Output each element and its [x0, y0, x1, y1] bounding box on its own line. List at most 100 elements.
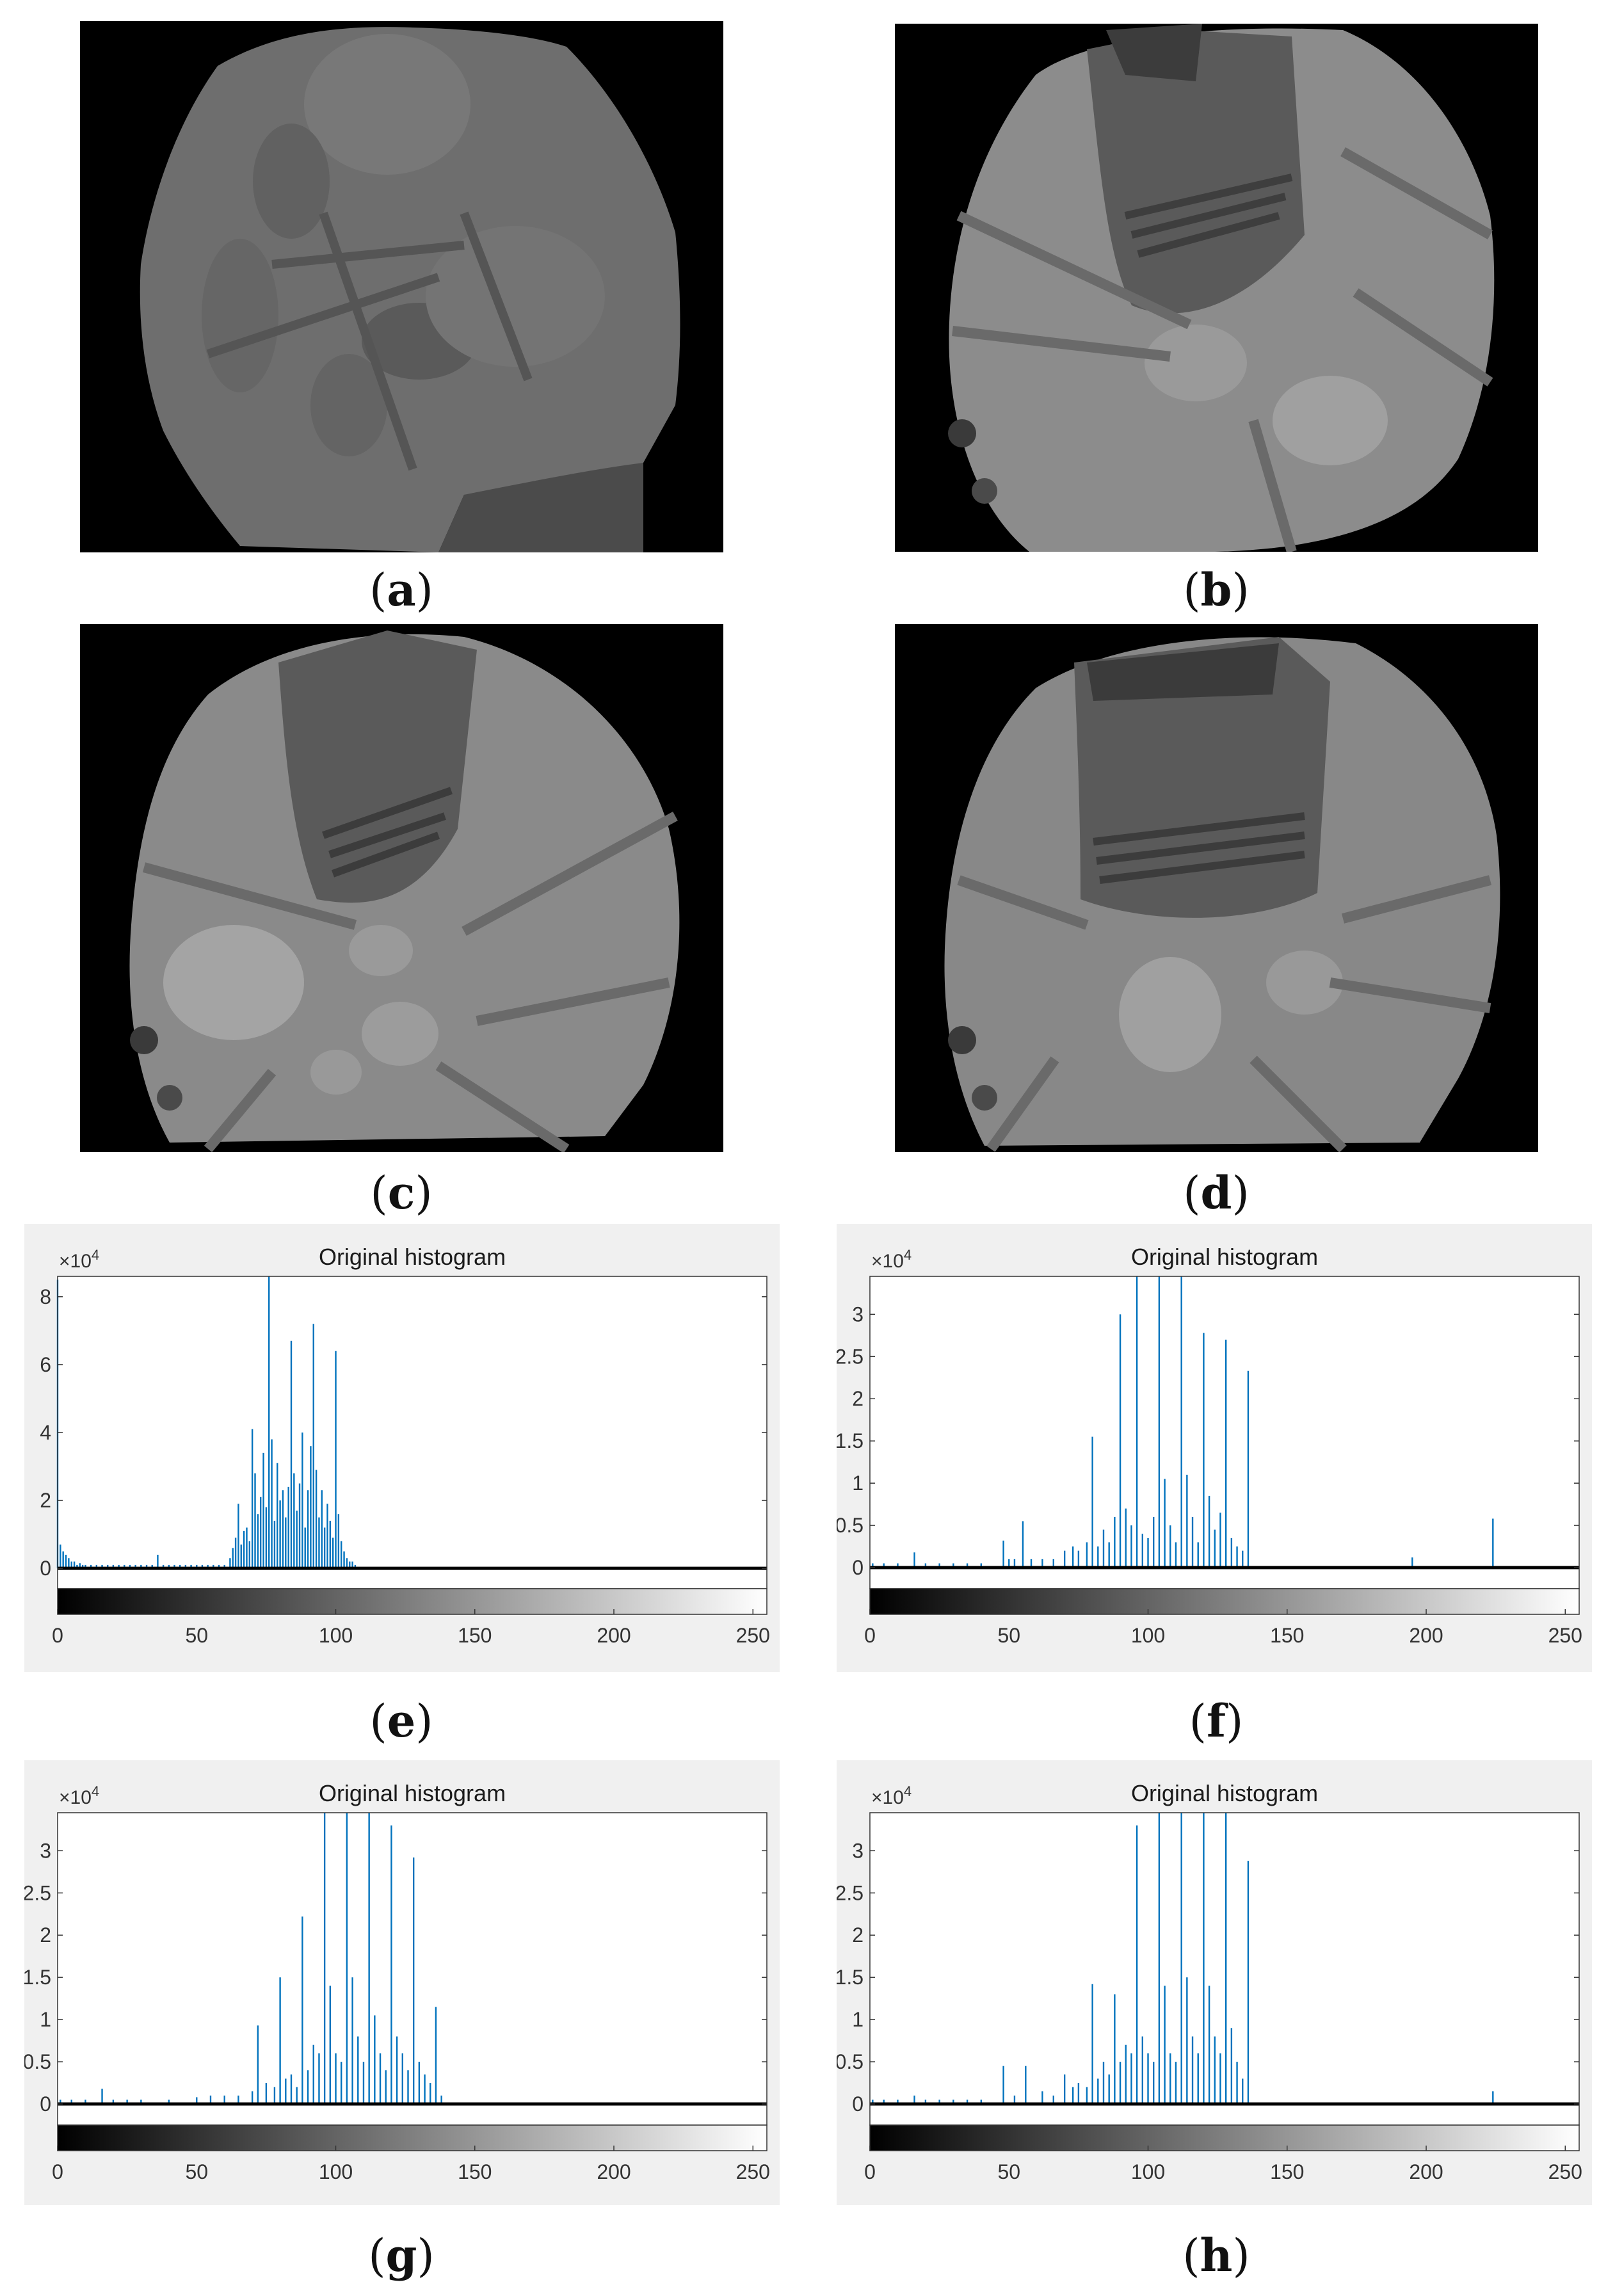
x-tick-label: 0	[52, 1624, 63, 1647]
histogram-bar	[1091, 1984, 1093, 2105]
histogram-bar	[259, 1497, 262, 1569]
histogram-bar	[84, 1564, 86, 1569]
histogram-bar	[229, 1558, 231, 1569]
histogram-bar	[924, 1563, 927, 1568]
histogram-bar	[129, 1564, 131, 1569]
histogram-bar	[1186, 1977, 1188, 2105]
histogram-bar	[162, 1564, 165, 1569]
histogram-bar	[1225, 1339, 1227, 1568]
histogram-panel-h: Original histogram ×104 0 0.5 1 1.5 2 2.5 3 0 50 10…	[837, 1760, 1592, 2205]
plot-area	[870, 1813, 1579, 2125]
histogram-bar	[240, 1545, 242, 1569]
histogram-bar	[218, 1564, 220, 1569]
y-tick-label: 2.5	[837, 1345, 864, 1368]
histogram-bar	[1158, 1813, 1161, 2105]
y-tick-label: 1	[40, 2008, 51, 2031]
histogram-bar	[168, 2099, 170, 2105]
x-tick-label: 50	[997, 1624, 1020, 1647]
histogram-bar	[81, 1564, 84, 1569]
histogram-bar	[1219, 2053, 1221, 2105]
y-tick-label: 2	[852, 1387, 864, 1410]
histogram-bar	[179, 1564, 181, 1569]
histogram-bar	[196, 2097, 198, 2105]
histogram-bar	[346, 1813, 348, 2105]
histogram-bar	[913, 1552, 915, 1568]
x-tick-label: 50	[997, 2160, 1020, 2183]
histogram-bar	[1153, 1516, 1155, 1568]
histogram-bar	[1141, 2036, 1144, 2105]
histogram-bar	[883, 2099, 885, 2105]
histogram-bar	[1242, 1550, 1244, 1568]
histogram-bar	[1130, 1525, 1132, 1568]
histogram-bar	[1008, 1559, 1010, 1568]
x-tick-label: 100	[319, 1624, 353, 1647]
histogram-bar	[1236, 2062, 1238, 2105]
histogram-bar	[343, 1551, 345, 1569]
histogram-bar	[435, 2007, 437, 2105]
histogram-bar	[329, 1986, 332, 2105]
histogram-bar	[1114, 1994, 1116, 2105]
histogram-bar	[296, 2087, 298, 2105]
y-tick-label: 1	[852, 1472, 864, 1495]
histogram-bar	[312, 2044, 314, 2105]
y-tick-label: 0.5	[837, 2050, 864, 2073]
x-tick-label: 0	[864, 2160, 876, 2183]
caption-c: (c)	[370, 1166, 433, 1219]
histogram-bar	[1097, 2078, 1099, 2105]
histogram-bar	[1242, 2078, 1244, 2105]
x-tick-label: 0	[52, 2160, 63, 2183]
histogram-bar	[207, 1564, 209, 1569]
histogram-bar	[335, 1351, 337, 1569]
histogram-bar	[1002, 2066, 1004, 2105]
plot-area	[870, 1276, 1579, 1589]
histogram-bar	[213, 1564, 214, 1569]
histogram-bar	[351, 1561, 353, 1569]
y-tick-label: 2	[40, 1923, 51, 1947]
histogram-bar	[1219, 1513, 1221, 1568]
histogram-bar	[237, 2095, 239, 2105]
histogram-bar	[1158, 1276, 1161, 1568]
histogram-bar	[1086, 1542, 1088, 1568]
y-tick-label: 2	[852, 1923, 864, 1947]
histogram-bar	[257, 2025, 259, 2105]
histogram-bar	[924, 2099, 927, 2105]
histogram-bar	[243, 1530, 245, 1569]
x-tick-label: 100	[319, 2160, 353, 2183]
histogram-bar	[196, 1564, 198, 1569]
histogram-panel-g: Original histogram ×104 0 0.5 1 1.5 2 2.5 3 0 50 10…	[24, 1760, 780, 2205]
histogram-bar	[1136, 1825, 1138, 2105]
histogram-bar	[173, 1564, 175, 1569]
histogram-bar	[1191, 1516, 1194, 1568]
histogram-bar	[1013, 2095, 1016, 2105]
histogram-bar	[418, 2062, 421, 2105]
histogram-bar	[1052, 1559, 1054, 1568]
x-tick-label: 250	[736, 2160, 770, 2183]
histogram-bar	[279, 1977, 281, 2105]
x-tick-label: 100	[1131, 1624, 1165, 1647]
histogram-bar	[1180, 1276, 1182, 1568]
y-tick-label: 2	[40, 1489, 51, 1512]
x-tick-label: 250	[1548, 2160, 1582, 2183]
y-tick-label: 3	[40, 1839, 51, 1862]
x-tick-label: 200	[1409, 1624, 1443, 1647]
photo-c	[80, 624, 723, 1152]
histogram-bar	[321, 1490, 323, 1569]
photo-a	[80, 21, 723, 552]
histogram-bar	[883, 1563, 885, 1568]
histogram-bar	[251, 2091, 253, 2105]
histogram-bar	[1180, 1813, 1182, 2105]
histogram-bar	[1147, 2053, 1149, 2105]
caption-d: (d)	[1183, 1166, 1249, 1219]
histogram-bar	[290, 1340, 293, 1569]
histogram-bar	[1052, 2095, 1054, 2105]
histogram-bar	[368, 1813, 370, 2105]
x-tick-label: 150	[458, 1624, 492, 1647]
histogram-bar	[966, 2099, 968, 2105]
histogram-bar	[118, 1564, 120, 1569]
histogram-bar	[184, 1564, 187, 1569]
y-tick-label: 2.5	[24, 1881, 51, 1904]
histogram-bar	[76, 1564, 78, 1569]
y-tick-label: 0	[852, 1556, 864, 1579]
endoscope-image-a	[80, 21, 723, 552]
histogram-bar	[379, 2053, 382, 2105]
